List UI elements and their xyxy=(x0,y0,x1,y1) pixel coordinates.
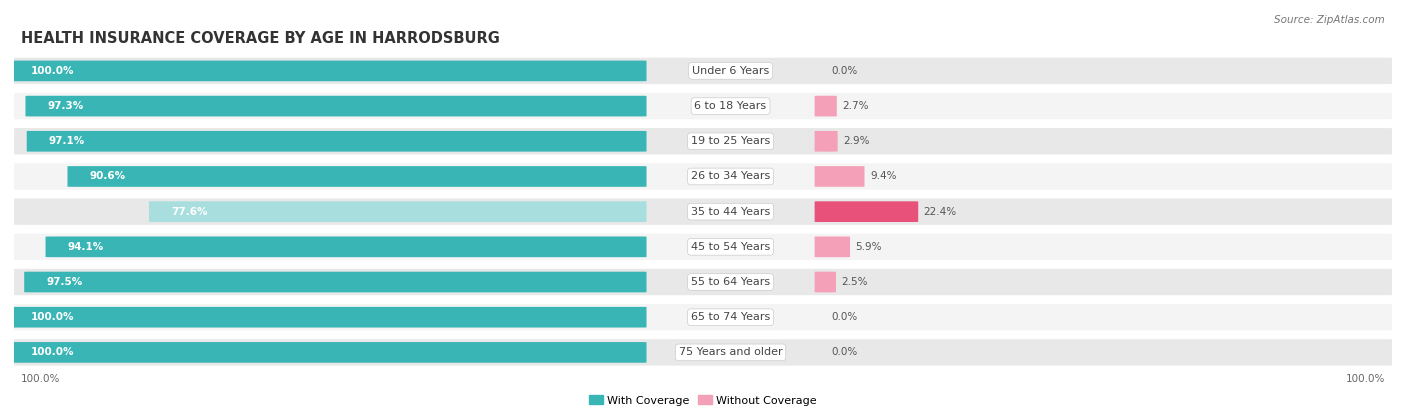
FancyBboxPatch shape xyxy=(814,131,838,151)
FancyBboxPatch shape xyxy=(814,272,837,292)
Text: 26 to 34 Years: 26 to 34 Years xyxy=(690,171,770,181)
FancyBboxPatch shape xyxy=(814,237,851,257)
FancyBboxPatch shape xyxy=(25,96,647,117)
Text: 55 to 64 Years: 55 to 64 Years xyxy=(690,277,770,287)
Text: 9.4%: 9.4% xyxy=(870,171,897,181)
FancyBboxPatch shape xyxy=(14,234,1392,260)
Text: 77.6%: 77.6% xyxy=(172,207,208,217)
FancyBboxPatch shape xyxy=(45,237,647,257)
FancyBboxPatch shape xyxy=(24,272,647,292)
FancyBboxPatch shape xyxy=(814,166,865,187)
Text: 97.3%: 97.3% xyxy=(48,101,84,111)
Text: 65 to 74 Years: 65 to 74 Years xyxy=(690,312,770,322)
Text: 2.9%: 2.9% xyxy=(844,136,870,146)
Legend: With Coverage, Without Coverage: With Coverage, Without Coverage xyxy=(585,391,821,410)
Text: 2.5%: 2.5% xyxy=(841,277,868,287)
FancyBboxPatch shape xyxy=(67,166,647,187)
FancyBboxPatch shape xyxy=(149,201,647,222)
FancyBboxPatch shape xyxy=(14,58,1392,84)
FancyBboxPatch shape xyxy=(14,198,1392,225)
Text: 97.1%: 97.1% xyxy=(49,136,84,146)
Text: 94.1%: 94.1% xyxy=(67,242,104,252)
FancyBboxPatch shape xyxy=(14,128,1392,154)
Text: 0.0%: 0.0% xyxy=(831,347,858,357)
Text: 5.9%: 5.9% xyxy=(855,242,882,252)
Text: 0.0%: 0.0% xyxy=(831,312,858,322)
FancyBboxPatch shape xyxy=(8,307,647,327)
Text: 100.0%: 100.0% xyxy=(31,347,75,357)
Text: 100.0%: 100.0% xyxy=(31,312,75,322)
Text: 100.0%: 100.0% xyxy=(21,374,60,384)
Text: 35 to 44 Years: 35 to 44 Years xyxy=(690,207,770,217)
FancyBboxPatch shape xyxy=(14,304,1392,330)
Text: 90.6%: 90.6% xyxy=(90,171,125,181)
Text: 75 Years and older: 75 Years and older xyxy=(679,347,782,357)
FancyBboxPatch shape xyxy=(814,201,918,222)
Text: 45 to 54 Years: 45 to 54 Years xyxy=(690,242,770,252)
Text: 2.7%: 2.7% xyxy=(842,101,869,111)
FancyBboxPatch shape xyxy=(14,163,1392,190)
Text: 19 to 25 Years: 19 to 25 Years xyxy=(690,136,770,146)
Text: 97.5%: 97.5% xyxy=(46,277,83,287)
Text: 100.0%: 100.0% xyxy=(31,66,75,76)
FancyBboxPatch shape xyxy=(814,96,837,117)
Text: 100.0%: 100.0% xyxy=(1346,374,1385,384)
Text: HEALTH INSURANCE COVERAGE BY AGE IN HARRODSBURG: HEALTH INSURANCE COVERAGE BY AGE IN HARR… xyxy=(21,31,499,46)
Text: Under 6 Years: Under 6 Years xyxy=(692,66,769,76)
Text: 0.0%: 0.0% xyxy=(831,66,858,76)
FancyBboxPatch shape xyxy=(8,342,647,363)
FancyBboxPatch shape xyxy=(14,93,1392,119)
Text: 22.4%: 22.4% xyxy=(924,207,957,217)
FancyBboxPatch shape xyxy=(8,61,647,81)
FancyBboxPatch shape xyxy=(14,269,1392,295)
Text: Source: ZipAtlas.com: Source: ZipAtlas.com xyxy=(1274,15,1385,24)
FancyBboxPatch shape xyxy=(27,131,647,151)
FancyBboxPatch shape xyxy=(14,339,1392,366)
Text: 6 to 18 Years: 6 to 18 Years xyxy=(695,101,766,111)
